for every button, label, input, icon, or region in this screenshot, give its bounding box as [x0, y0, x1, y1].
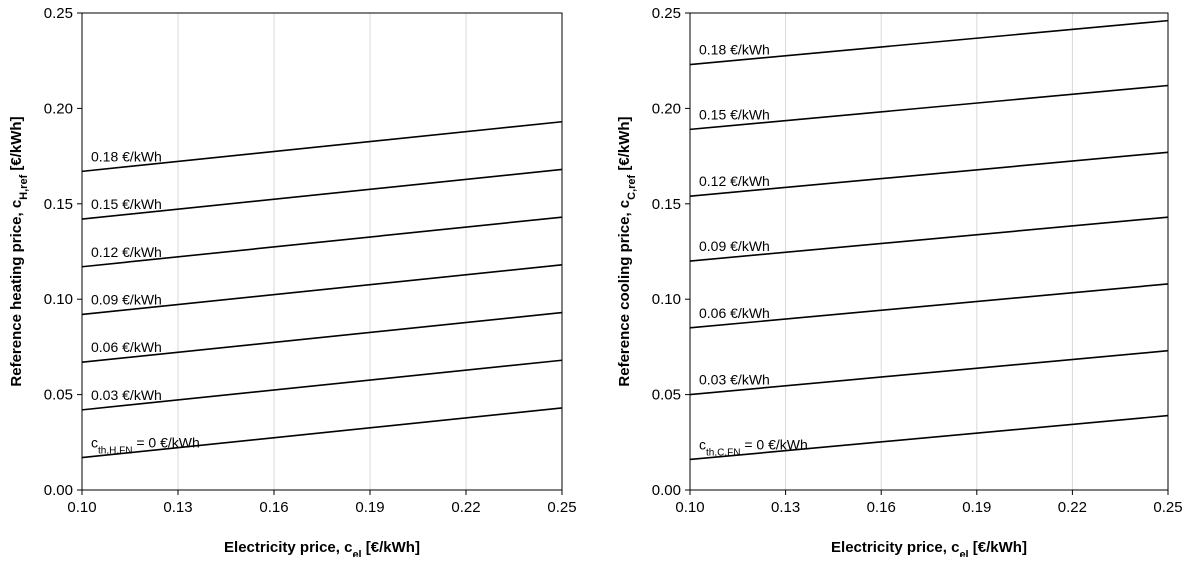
heating-series-line-4 — [81, 216, 563, 268]
heating-x-tick-label: 0.13 — [163, 499, 192, 516]
cooling-x-tick-label: 0.16 — [867, 499, 896, 516]
heating-series-label-2: 0.06 €/kWh — [91, 339, 162, 355]
cooling-price-chart: 0.10 0.13 0.16 0.19 0.22 0.25 0.00 0.05 0.10 0.15… — [616, 5, 1183, 561]
cooling-plot-area — [689, 12, 1169, 491]
cooling-series-label-1: 0.03 €/kWh — [699, 372, 770, 388]
heating-x-tick-label: 0.10 — [67, 499, 96, 516]
cooling-series-label-4: 0.12 €/kWh — [699, 173, 770, 189]
cooling-series-label-2: 0.06 €/kWh — [699, 305, 770, 321]
cooling-series-line-5 — [689, 84, 1169, 131]
cooling-y-tick-label: 0.10 — [652, 291, 681, 308]
cooling-series-line-6 — [689, 19, 1169, 66]
cooling-series-label-6: 0.18 €/kWh — [699, 42, 770, 58]
heating-plot-area — [81, 12, 563, 491]
heating-series-line-0 — [81, 407, 563, 459]
cooling-x-tick-label: 0.10 — [675, 499, 704, 516]
heating-y-tick-label: 0.00 — [44, 482, 73, 499]
heating-x-axis-title: Electricity price, cel [€/kWh] — [224, 539, 420, 557]
heating-series-line-3 — [81, 264, 563, 316]
cooling-series-line-1 — [689, 349, 1169, 396]
cooling-series-line-0 — [689, 414, 1169, 461]
heating-y-tick-label: 0.25 — [44, 5, 73, 22]
cooling-series-label-5: 0.15 €/kWh — [699, 106, 770, 122]
cooling-y-axis-title: Reference cooling price, cC,ref [€/kWh] — [616, 116, 638, 386]
heating-price-chart: 0.10 0.13 0.16 0.19 0.22 0.25 0.00 0.05 0.10 0.15… — [8, 5, 577, 561]
cooling-y-tick-label: 0.00 — [652, 482, 681, 499]
heating-series-label-4: 0.12 €/kWh — [91, 244, 162, 260]
heating-series-label-0: cth,H,FN = 0 €/kWh — [91, 435, 200, 457]
cooling-x-tick-label: 0.22 — [1058, 499, 1087, 516]
cooling-x-tick-label: 0.19 — [962, 499, 991, 516]
heating-x-tick-label: 0.22 — [451, 499, 480, 516]
cooling-y-tick-label: 0.15 — [652, 196, 681, 213]
cooling-y-tick-label: 0.20 — [652, 100, 681, 117]
cooling-series-line-2 — [689, 283, 1169, 329]
heating-series-line-6 — [81, 120, 563, 173]
heating-series-label-6: 0.18 €/kWh — [91, 148, 162, 164]
heating-x-tick-label: 0.19 — [355, 499, 384, 516]
cooling-series-label-0: cth,C,FN = 0 €/kWh — [699, 436, 808, 458]
heating-y-tick-label: 0.10 — [44, 291, 73, 308]
heating-series-line-2 — [81, 311, 563, 363]
cooling-y-tick-label: 0.25 — [652, 5, 681, 22]
heating-y-axis-title: Reference heating price, cH,ref [€/kWh] — [8, 116, 30, 386]
cooling-x-tick-label: 0.13 — [771, 499, 800, 516]
heating-series-line-1 — [81, 359, 563, 411]
heating-x-tick-label: 0.25 — [547, 499, 576, 516]
heating-y-tick-label: 0.05 — [44, 387, 73, 404]
heating-series-line-5 — [81, 168, 563, 220]
cooling-y-tick-label: 0.05 — [652, 387, 681, 404]
cooling-series-line-3 — [689, 216, 1169, 262]
heating-series-label-3: 0.09 €/kWh — [91, 291, 162, 307]
heating-x-tick-label: 0.16 — [259, 499, 288, 516]
cooling-series-label-3: 0.09 €/kWh — [699, 238, 770, 254]
heating-series-label-5: 0.15 €/kWh — [91, 196, 162, 212]
cooling-x-axis-title: Electricity price, cel [€/kWh] — [831, 539, 1027, 557]
heating-y-tick-label: 0.15 — [44, 196, 73, 213]
heating-series-label-1: 0.03 €/kWh — [91, 387, 162, 403]
cooling-x-tick-label: 0.25 — [1153, 499, 1182, 516]
cooling-series-line-4 — [689, 151, 1169, 197]
heating-y-tick-label: 0.20 — [44, 100, 73, 117]
